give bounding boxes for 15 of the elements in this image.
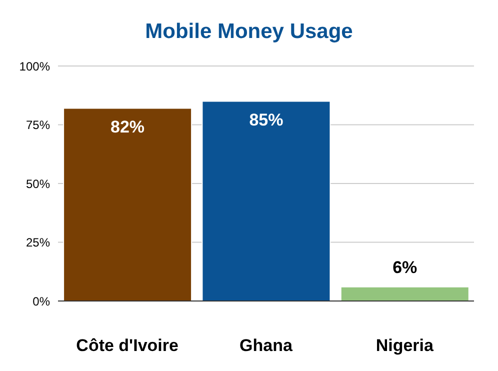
chart-title: Mobile Money Usage [144,20,354,44]
y-tick-label: 50% [26,176,50,191]
bar [202,100,331,301]
y-tick-label: 0% [32,294,50,308]
y-tick-label: 100% [19,59,50,74]
y-tick-label: 75% [26,118,50,132]
x-tick-label: Ghana [240,336,293,356]
x-tick-label: Côte d'Ivoire [76,336,178,356]
bar [63,108,192,301]
bar [340,286,470,301]
data-label: 82% [110,117,145,136]
data-label: 85% [249,110,284,130]
data-label: 6% [392,258,418,277]
y-tick-label: 25% [26,236,50,250]
x-tick-label: Nigeria [376,336,434,356]
